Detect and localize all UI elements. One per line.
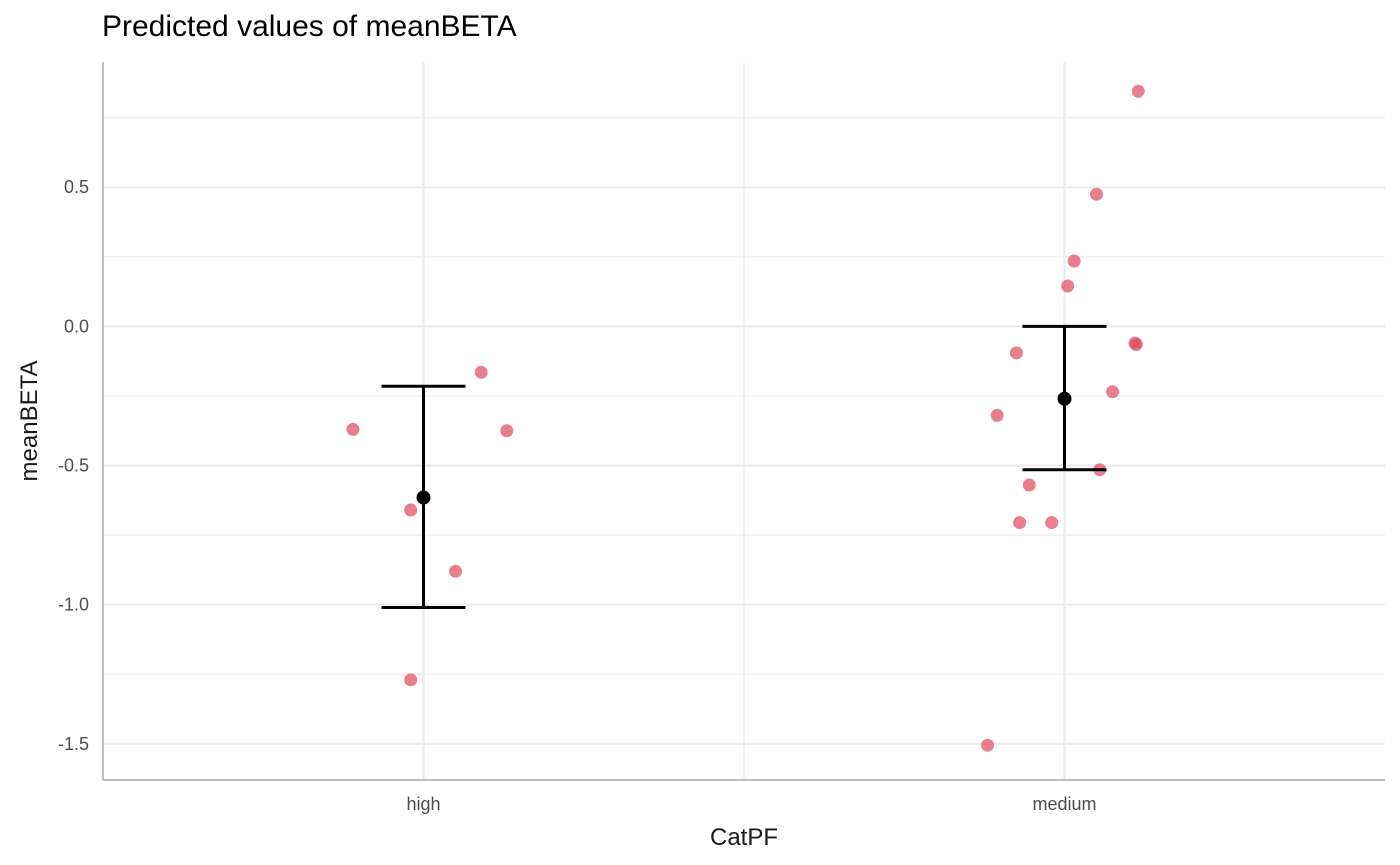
y-tick-label: -0.5 — [58, 456, 89, 476]
predicted-point — [1057, 391, 1072, 406]
tick-labels: 0.5 0.0 -0.5 -1.0 -1.5 high medium — [58, 177, 1097, 814]
data-point — [449, 564, 463, 578]
x-axis-title: CatPF — [710, 824, 778, 851]
y-tick-label: 0.5 — [64, 177, 89, 197]
y-tick-label: -1.0 — [58, 595, 89, 615]
y-axis-title: meanBETA — [16, 361, 43, 482]
data-point — [346, 422, 360, 436]
x-tick-label: medium — [1032, 794, 1096, 814]
axis-lines — [102, 62, 1385, 781]
data-point — [404, 673, 418, 687]
data-point — [1045, 516, 1059, 530]
predicted-estimates — [381, 324, 1107, 609]
x-tick-label: high — [406, 794, 440, 814]
data-point — [474, 365, 488, 379]
data-point — [1106, 385, 1120, 399]
data-point — [404, 503, 418, 517]
grid-lines — [103, 62, 1385, 780]
data-point — [990, 408, 1004, 422]
data-point — [1013, 516, 1027, 530]
data-point — [1022, 478, 1036, 492]
y-tick-label: -1.5 — [58, 734, 89, 754]
data-point — [1090, 187, 1104, 201]
data-point — [1067, 254, 1081, 268]
data-point — [1061, 279, 1075, 293]
data-point — [1009, 346, 1023, 360]
data-point — [500, 424, 514, 438]
y-tick-label: 0.0 — [64, 316, 89, 336]
data-point — [1129, 337, 1143, 351]
chart-title: Predicted values of meanBETA — [102, 10, 517, 43]
raw-data-points — [346, 84, 1145, 752]
data-point — [981, 738, 995, 752]
data-point — [1131, 84, 1145, 98]
predicted-point — [416, 490, 431, 505]
